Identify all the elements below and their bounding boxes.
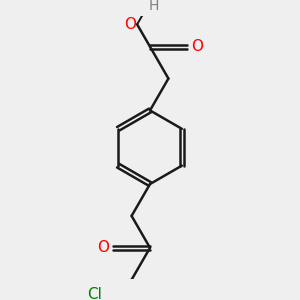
Text: O: O [124,17,136,32]
Text: H: H [149,0,159,13]
Text: O: O [97,240,109,255]
Text: Cl: Cl [87,287,102,300]
Text: O: O [191,39,203,54]
